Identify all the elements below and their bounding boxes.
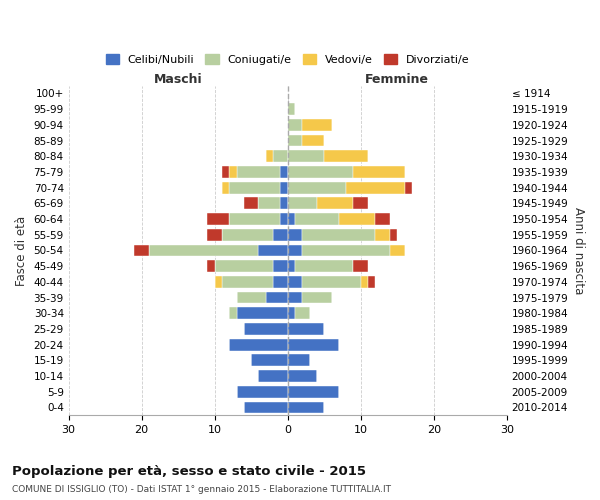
Bar <box>149 244 259 256</box>
Bar <box>280 182 287 194</box>
Bar <box>287 229 302 240</box>
Bar <box>215 260 273 272</box>
Bar <box>390 244 404 256</box>
Bar <box>287 354 310 366</box>
Text: Maschi: Maschi <box>154 72 202 86</box>
Bar <box>287 198 317 209</box>
Bar <box>287 339 339 350</box>
Bar <box>287 166 353 178</box>
Bar <box>339 213 376 225</box>
Bar <box>222 182 229 194</box>
Bar <box>404 182 412 194</box>
Bar <box>287 292 302 304</box>
Bar <box>390 229 397 240</box>
Bar <box>287 182 346 194</box>
Bar <box>251 354 287 366</box>
Bar <box>302 229 376 240</box>
Bar <box>208 229 222 240</box>
Bar <box>259 244 287 256</box>
Bar <box>222 229 273 240</box>
Bar <box>215 276 222 287</box>
Bar <box>244 198 259 209</box>
Bar <box>287 308 295 319</box>
Bar <box>229 182 280 194</box>
Bar <box>287 276 302 287</box>
Bar <box>259 370 287 382</box>
Bar <box>353 198 368 209</box>
Bar <box>229 166 236 178</box>
Bar <box>236 308 287 319</box>
Y-axis label: Fasce di età: Fasce di età <box>15 216 28 286</box>
Bar <box>208 213 229 225</box>
Bar <box>295 213 339 225</box>
Y-axis label: Anni di nascita: Anni di nascita <box>572 207 585 294</box>
Bar <box>266 292 287 304</box>
Bar <box>222 166 229 178</box>
Bar <box>353 166 404 178</box>
Text: Femmine: Femmine <box>365 72 429 86</box>
Bar <box>295 308 310 319</box>
Bar <box>236 166 280 178</box>
Bar <box>134 244 149 256</box>
Bar <box>302 134 324 146</box>
Bar <box>302 244 390 256</box>
Bar <box>259 198 280 209</box>
Bar <box>287 119 302 131</box>
Legend: Celibi/Nubili, Coniugati/e, Vedovi/e, Divorziati/e: Celibi/Nubili, Coniugati/e, Vedovi/e, Di… <box>103 52 472 67</box>
Text: COMUNE DI ISSIGLIO (TO) - Dati ISTAT 1° gennaio 2015 - Elaborazione TUTTITALIA.I: COMUNE DI ISSIGLIO (TO) - Dati ISTAT 1° … <box>12 485 391 494</box>
Bar <box>346 182 404 194</box>
Bar <box>287 386 339 398</box>
Bar <box>280 166 287 178</box>
Bar <box>266 150 273 162</box>
Bar <box>273 150 287 162</box>
Text: Popolazione per età, sesso e stato civile - 2015: Popolazione per età, sesso e stato civil… <box>12 465 366 478</box>
Bar <box>287 323 324 335</box>
Bar <box>302 276 361 287</box>
Bar <box>280 213 287 225</box>
Bar <box>287 213 295 225</box>
Bar <box>208 260 215 272</box>
Bar <box>287 244 302 256</box>
Bar <box>236 386 287 398</box>
Bar <box>295 260 353 272</box>
Bar <box>244 323 287 335</box>
Bar <box>302 292 331 304</box>
Bar <box>273 276 287 287</box>
Bar <box>273 260 287 272</box>
Bar <box>376 229 390 240</box>
Bar <box>287 260 295 272</box>
Bar <box>287 402 324 413</box>
Bar <box>280 198 287 209</box>
Bar <box>376 213 390 225</box>
Bar <box>287 150 324 162</box>
Bar <box>222 276 273 287</box>
Bar <box>287 370 317 382</box>
Bar <box>368 276 376 287</box>
Bar <box>229 339 287 350</box>
Bar <box>324 150 368 162</box>
Bar <box>287 134 302 146</box>
Bar <box>273 229 287 240</box>
Bar <box>229 308 236 319</box>
Bar <box>361 276 368 287</box>
Bar <box>353 260 368 272</box>
Bar <box>302 119 331 131</box>
Bar <box>287 104 295 115</box>
Bar <box>236 292 266 304</box>
Bar <box>229 213 280 225</box>
Bar <box>244 402 287 413</box>
Bar <box>317 198 353 209</box>
